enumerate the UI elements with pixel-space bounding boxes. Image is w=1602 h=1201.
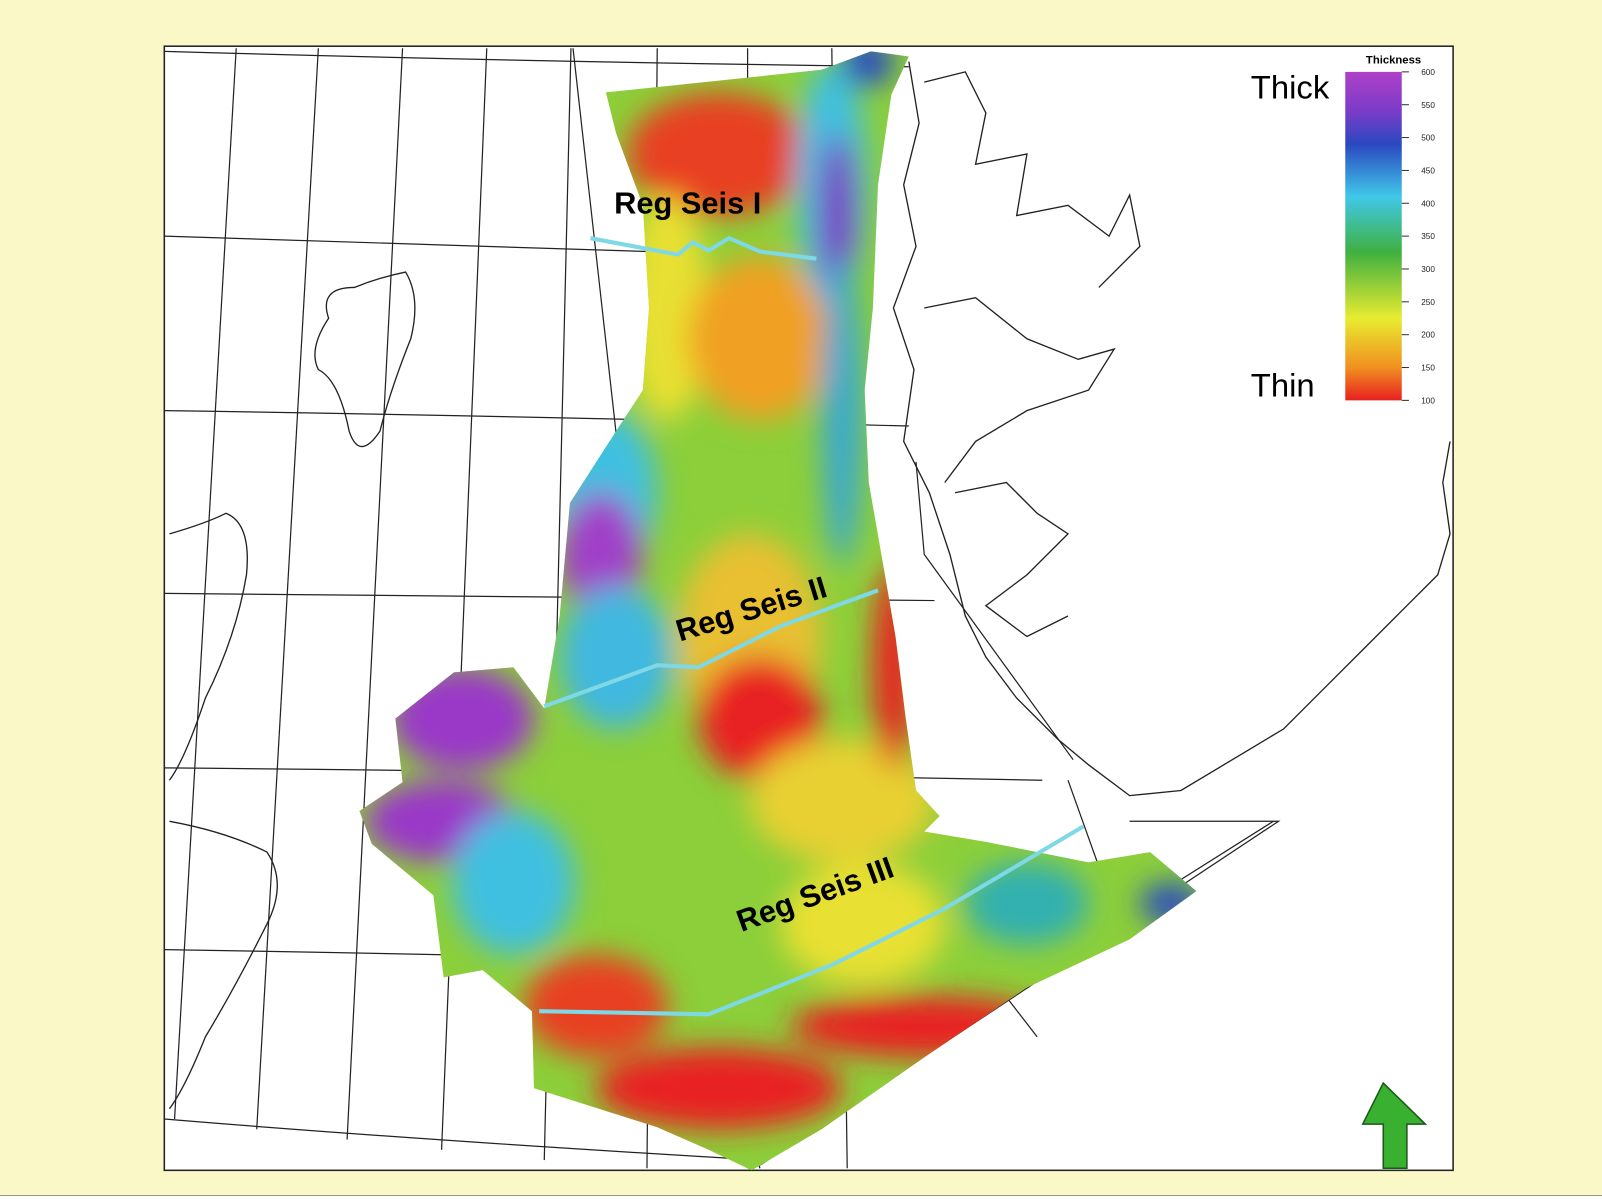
line-label: Reg Seis I [614, 186, 761, 221]
legend-low: Thin [1251, 366, 1315, 403]
color-bar-tick-label: 100 [1421, 396, 1435, 405]
color-bar-tick-label: 300 [1421, 265, 1435, 274]
north-arrow [1361, 1081, 1428, 1170]
color-bar-tick-label: 500 [1421, 134, 1435, 143]
color-bar [1345, 71, 1402, 401]
color-bar-tick-label: 350 [1421, 232, 1435, 241]
color-bar-tick-label: 550 [1421, 101, 1435, 110]
color-bar-ticks: 600 550 500 450 400 350 300 250 200 150 100 [1401, 68, 1435, 405]
coastline [168, 61, 1451, 1110]
color-bar-tick-label: 450 [1421, 166, 1435, 175]
legend-title: Thickness [1366, 55, 1421, 67]
legend-high: Thick [1251, 69, 1330, 106]
color-bar-tick-label: 600 [1421, 68, 1435, 77]
color-bar-tick-label: 250 [1421, 298, 1435, 307]
color-bar-tick-label: 150 [1421, 364, 1435, 373]
color-bar-tick-label: 400 [1421, 199, 1435, 208]
seismic-lines [539, 235, 1085, 1017]
color-bar-tick-label: 200 [1421, 331, 1435, 340]
